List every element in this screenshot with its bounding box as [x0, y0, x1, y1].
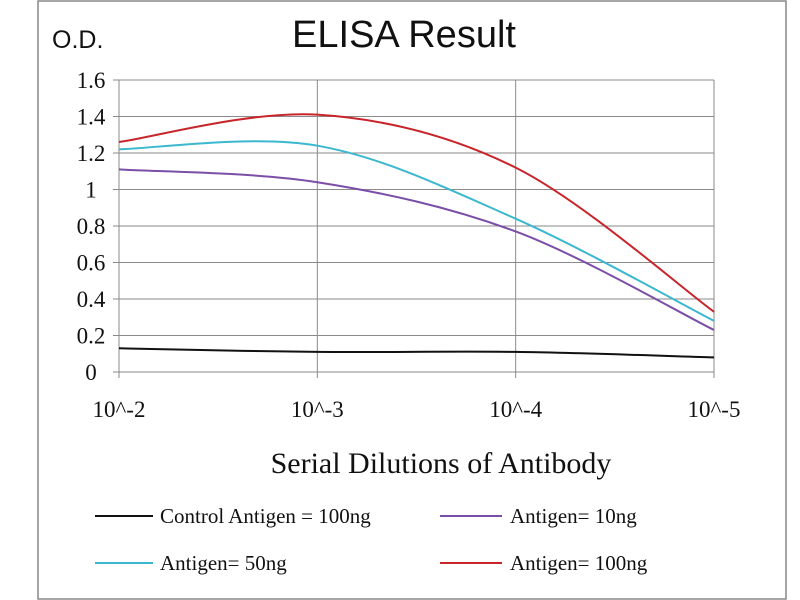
legend-label-4: Antigen= 100ng [510, 551, 648, 575]
y-tick-labels: 0 0.2 0.4 0.6 0.8 1 1.2 1.4 1.6 [77, 68, 106, 385]
y-tick-label: 0 [85, 360, 97, 385]
y-tick-label: 1.6 [77, 68, 106, 93]
legend-label-3: Antigen= 50ng [160, 551, 287, 575]
y-axis-label: O.D. [52, 26, 103, 54]
series-line-3 [118, 140, 715, 322]
x-tick-label: 10^-2 [93, 397, 146, 422]
y-tick-label: 0.4 [77, 287, 106, 312]
y-tick-label: 0.8 [77, 214, 106, 239]
series-line-2 [118, 168, 715, 331]
chart-title: ELISA Result [292, 14, 516, 56]
chart-border [37, 0, 787, 600]
legend-label-1: Control Antigen = 100ng [160, 504, 371, 528]
series-lines [118, 113, 715, 359]
y-tick-label: 0.2 [77, 324, 106, 349]
series-line-1 [118, 347, 715, 359]
y-tick-label: 1.4 [77, 105, 106, 130]
x-tick-label: 10^-4 [489, 397, 542, 422]
y-tick-label: 0.6 [77, 251, 106, 276]
x-tick-label: 10^-5 [688, 397, 741, 422]
legend: Control Antigen = 100ng Antigen= 10ng Anti… [95, 504, 648, 575]
series-line-4 [118, 113, 715, 313]
legend-label-2: Antigen= 10ng [510, 504, 637, 528]
x-axis-label: Serial Dilutions of Antibody [271, 447, 612, 480]
y-tick-label: 1 [85, 178, 97, 203]
x-tick-label: 10^-3 [291, 397, 344, 422]
y-tick-label: 1.2 [77, 141, 106, 166]
grid [113, 79, 715, 378]
x-tick-labels: 10^-2 10^-3 10^-4 10^-5 [93, 397, 741, 422]
